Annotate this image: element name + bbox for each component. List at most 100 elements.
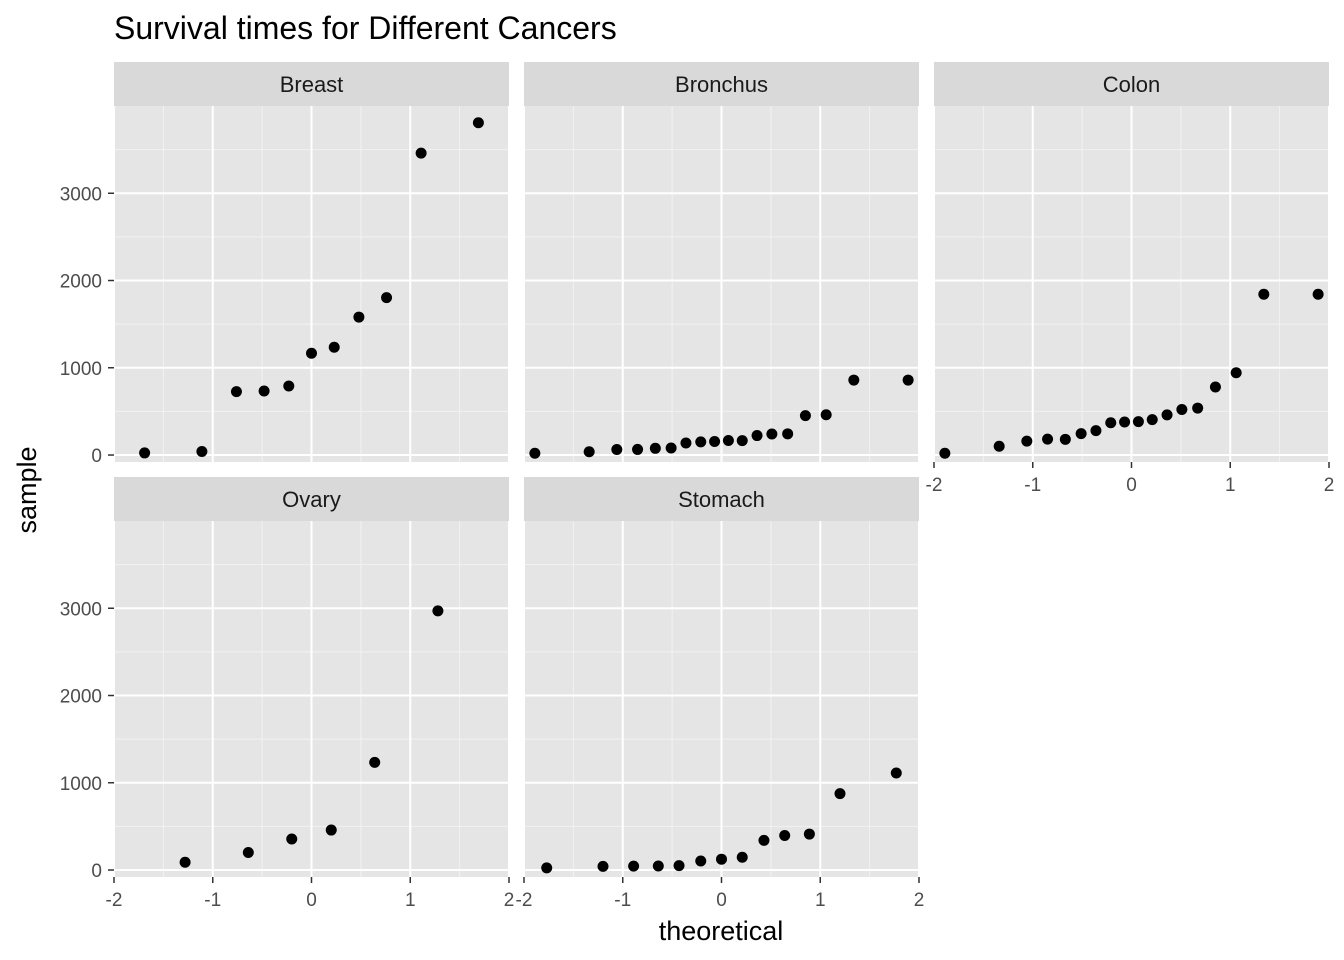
data-point <box>673 860 685 872</box>
x-tick-label: -2 <box>106 890 123 911</box>
data-point <box>751 430 763 442</box>
data-point <box>820 409 832 421</box>
strip-breast <box>114 62 509 106</box>
y-tick-label: 2000 <box>60 272 102 293</box>
data-point <box>632 443 644 455</box>
data-point <box>680 437 692 449</box>
data-point <box>993 440 1005 452</box>
data-point <box>652 860 664 872</box>
data-point <box>1312 288 1324 300</box>
y-axis-title: sample <box>12 446 42 533</box>
y-tick-label: 0 <box>91 861 102 882</box>
x-tick-label: 1 <box>405 890 416 911</box>
data-point <box>529 447 541 459</box>
strip-stomach <box>524 477 919 521</box>
strip-bronchus <box>524 62 919 106</box>
x-tick-label: -1 <box>204 890 221 911</box>
data-point <box>1176 403 1188 415</box>
data-point <box>782 428 794 440</box>
strip-label-stomach: Stomach <box>678 487 765 512</box>
strip-label-colon: Colon <box>1103 72 1160 97</box>
data-point <box>196 446 208 458</box>
data-point <box>709 435 721 447</box>
data-point <box>611 444 623 456</box>
x-tick-label: 1 <box>1225 475 1236 496</box>
data-point <box>472 117 484 129</box>
data-point <box>1230 367 1242 379</box>
strip-ovary <box>114 477 509 521</box>
y-tick-label: 1000 <box>60 774 102 795</box>
data-point <box>1090 425 1102 437</box>
data-point <box>328 341 340 353</box>
data-point <box>1075 428 1087 440</box>
data-point <box>848 374 860 386</box>
data-point <box>799 410 811 422</box>
data-point <box>902 374 914 386</box>
data-point <box>1161 409 1173 421</box>
strip-label-ovary: Ovary <box>282 487 341 512</box>
data-point <box>286 833 298 845</box>
y-tick-label: 0 <box>91 446 102 467</box>
data-point <box>736 435 748 447</box>
data-point <box>541 862 553 874</box>
data-point <box>766 428 778 440</box>
data-point <box>139 447 151 459</box>
data-point <box>381 292 393 304</box>
data-point <box>1192 402 1204 414</box>
y-tick-label: 1000 <box>60 359 102 380</box>
facet-breast: Breast 0 1000 2000 3000 <box>60 62 510 467</box>
x-tick-label: 0 <box>306 890 317 911</box>
x-tick-label: 0 <box>1126 475 1137 496</box>
data-point <box>649 442 661 454</box>
x-tick-label: 2 <box>914 890 925 911</box>
x-tick-label: -1 <box>1024 475 1041 496</box>
data-point <box>1119 416 1131 428</box>
x-tick-label: 1 <box>815 890 826 911</box>
x-tick-label: 2 <box>504 890 515 911</box>
x-tick-label: -2 <box>516 890 533 911</box>
strip-colon <box>934 62 1329 106</box>
data-point <box>597 860 609 872</box>
data-point <box>325 824 337 836</box>
data-point <box>628 860 640 872</box>
y-tick-label: 2000 <box>60 687 102 708</box>
data-point <box>1105 417 1117 429</box>
data-point <box>1021 435 1033 447</box>
data-point <box>1146 414 1158 426</box>
data-point <box>758 834 770 846</box>
data-point <box>1209 381 1221 393</box>
data-point <box>1258 288 1270 300</box>
data-point <box>803 828 815 840</box>
strip-label-breast: Breast <box>280 72 344 97</box>
data-point <box>890 767 902 779</box>
x-axis-title: theoretical <box>659 916 784 946</box>
facet-ovary: Ovary 0 1000 2000 3000 -2 -1 0 1 2 <box>60 477 515 911</box>
data-point <box>665 442 677 454</box>
chart-title: Survival times for Different Cancers <box>114 10 617 46</box>
data-point <box>258 385 270 397</box>
data-point <box>353 311 365 323</box>
data-point <box>834 788 846 800</box>
strip-label-bronchus: Bronchus <box>675 72 768 97</box>
data-point <box>283 380 295 392</box>
data-point <box>695 855 707 867</box>
x-tick-label: -2 <box>926 475 943 496</box>
data-point <box>230 386 242 398</box>
data-point <box>1059 433 1071 445</box>
data-point <box>179 856 191 868</box>
y-tick-label: 3000 <box>60 599 102 620</box>
data-point <box>695 436 707 448</box>
data-point <box>242 846 254 858</box>
facet-bronchus: Bronchus <box>523 62 920 462</box>
data-point <box>722 435 734 447</box>
data-point <box>306 347 317 359</box>
data-point <box>736 851 748 863</box>
y-tick-label: 3000 <box>60 184 102 205</box>
data-point <box>369 756 381 768</box>
data-point <box>415 147 427 159</box>
data-point <box>1132 416 1144 428</box>
data-point <box>583 446 595 458</box>
facet-stomach: Stomach -2 -1 0 1 2 <box>516 477 925 911</box>
